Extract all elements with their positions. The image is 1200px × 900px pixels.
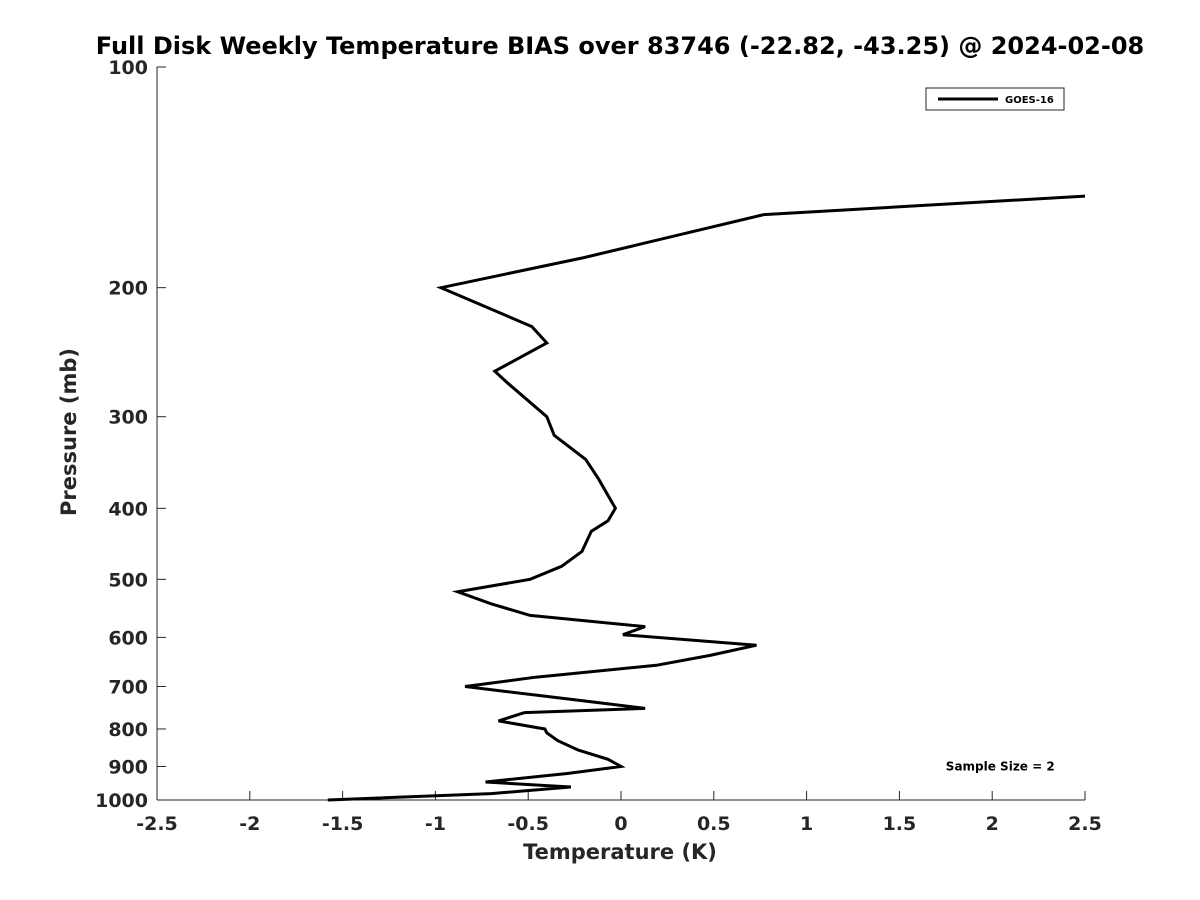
y-tick-label: 900 [108,756,148,778]
x-tick-label: -2.5 [136,813,178,835]
x-tick-label: 0.5 [697,813,731,835]
x-tick-label: 0 [614,813,627,835]
y-axis-label: Pressure (mb) [57,348,81,516]
x-axis-label: Temperature (K) [523,840,717,864]
y-tick-label: 400 [108,498,148,520]
series-layer [327,194,1086,802]
x-tick-label: 1.5 [883,813,917,835]
y-tick-label: 600 [108,627,148,649]
x-tick-label: 1 [800,813,813,835]
legend-label-goes-16: GOES-16 [1005,95,1054,106]
y-tick-label: 1000 [95,790,148,812]
chart-title: Full Disk Weekly Temperature BIAS over 8… [96,32,1144,60]
y-tick-label: 700 [108,676,148,698]
y-tick-label: 300 [108,407,148,429]
y-axis-ticks: 100 200 300 400 500 600 700 800 900 1000 [95,57,166,812]
x-tick-label: 2.5 [1068,813,1102,835]
plot-area: -2.5 -2 -1.5 -1 -0.5 0 0.5 1 1.5 2 2.5 100 200 300 40… [95,57,1102,835]
x-axis-ticks: -2.5 -2 -1.5 -1 -0.5 0 0.5 1 1.5 2 2.5 [136,791,1102,835]
y-tick-label: 800 [108,719,148,741]
x-tick-label: -0.5 [507,813,549,835]
y-tick-label: 500 [108,569,148,591]
series-line-goes-16 [327,194,1086,802]
legend: GOES-16 [925,87,1065,111]
x-tick-label: -1 [425,813,446,835]
sample-size-annotation: Sample Size = 2 [946,759,1055,773]
y-tick-label: 100 [108,57,148,79]
x-tick-label: -1.5 [322,813,364,835]
y-tick-label: 200 [108,278,148,300]
x-tick-label: -2 [239,813,260,835]
x-tick-label: 2 [986,813,999,835]
